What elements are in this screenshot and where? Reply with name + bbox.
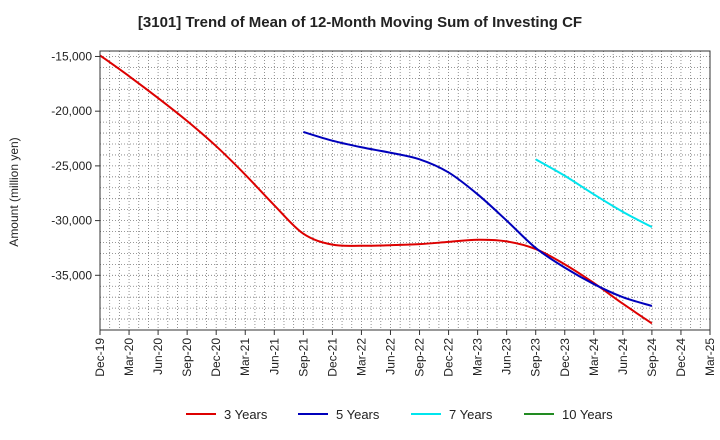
plot-frame [99,50,711,331]
plot-grid [100,51,710,330]
x-tick-label: Sep-20 [180,338,194,377]
x-tick-label: Mar-24 [587,338,601,376]
y-tick-label: -15,000 [51,49,92,63]
x-tick-label: Jun-20 [151,338,165,375]
x-tick-label: Jun-22 [383,338,397,375]
series-line-3-years [99,54,653,325]
series-line-7-years [535,158,653,229]
legend-label-5-years: 5 Years [336,407,380,422]
x-tick-label: Sep-22 [413,338,427,377]
x-tick-label: Mar-23 [471,338,485,376]
x-tick-label: Dec-20 [209,338,223,377]
legend-label-3-years: 3 Years [224,407,268,422]
series-line-5-years [303,131,653,307]
x-tick-label: Mar-21 [238,338,252,376]
x-tick-label: Sep-21 [296,338,310,377]
x-tick-label: Sep-23 [529,338,543,377]
x-tick-label: Sep-24 [645,338,659,377]
y-axis-ticks: -15,000 -20,000 -25,000 -30,000 -35,000 [51,49,100,282]
x-tick-label: Dec-19 [93,338,107,377]
legend-label-10-years: 10 Years [562,407,613,422]
x-tick-label: Mar-25 [703,338,717,376]
y-axis-label: Amount (million yen) [7,137,21,246]
y-tick-label: -30,000 [51,214,92,228]
x-tick-label: Mar-20 [122,338,136,376]
chart-title: [3101] Trend of Mean of 12-Month Moving … [138,14,582,31]
x-tick-label: Dec-22 [442,338,456,377]
x-tick-label: Dec-23 [558,338,572,377]
plot-lines [99,54,653,325]
y-tick-label: -25,000 [51,159,92,173]
legend-label-7-years: 7 Years [449,407,493,422]
x-tick-label: Dec-21 [325,338,339,377]
legend: 3 Years 5 Years 7 Years 10 Years [186,407,613,422]
x-tick-label: Jun-24 [616,338,630,375]
x-tick-label: Mar-22 [354,338,368,376]
x-tick-label: Dec-24 [674,338,688,377]
y-tick-label: -20,000 [51,104,92,118]
x-tick-label: Jun-21 [267,338,281,375]
x-axis-ticks: Dec-19 Mar-20 Jun-20 Sep-20 Dec-20 Mar-21 Jun-… [93,330,717,377]
y-tick-label: -35,000 [51,268,92,282]
x-tick-label: Jun-23 [500,338,514,375]
